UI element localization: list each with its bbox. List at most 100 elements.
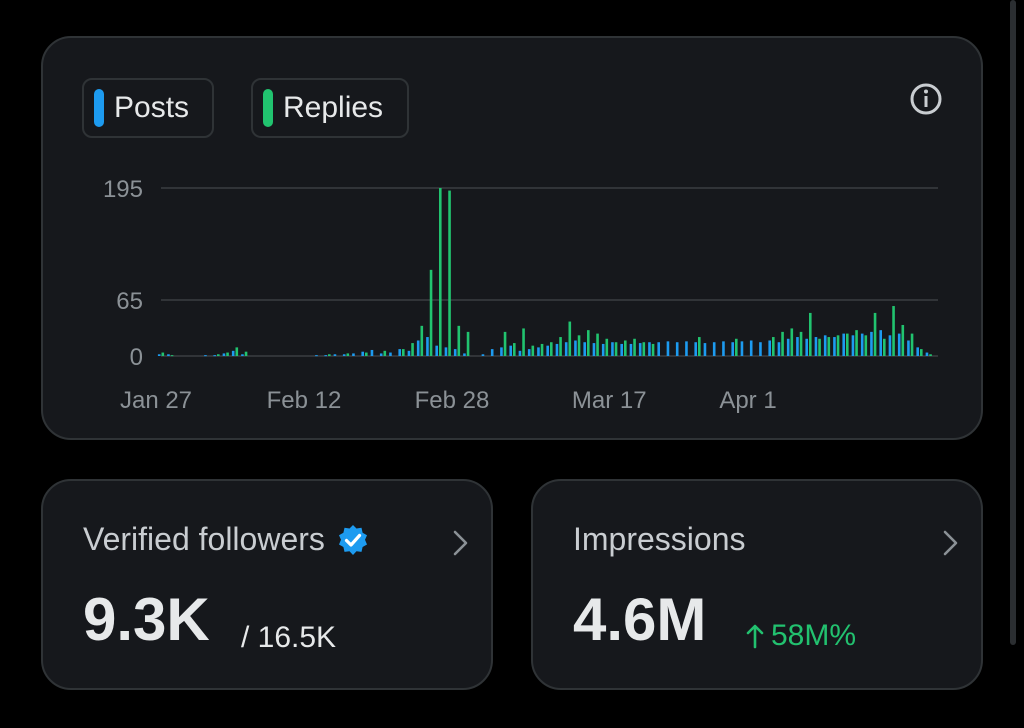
bar-replies — [883, 338, 886, 356]
bar-replies — [929, 354, 932, 356]
bar-posts — [657, 342, 660, 356]
bar-posts — [740, 341, 744, 356]
bar-replies — [226, 352, 229, 356]
bar-replies — [772, 337, 775, 356]
bar-posts — [463, 353, 466, 356]
bar-posts — [398, 349, 401, 356]
bar-posts — [490, 349, 494, 356]
bar-posts — [426, 337, 429, 356]
bar-posts — [546, 345, 549, 356]
bar-replies — [605, 338, 609, 356]
bar-posts — [712, 342, 716, 356]
bar-posts — [527, 349, 531, 356]
bar-posts — [241, 354, 244, 356]
bar-replies — [614, 342, 618, 356]
bar-posts — [537, 347, 540, 356]
verified-followers-label: Verified followers — [83, 521, 325, 557]
bar-replies — [781, 331, 784, 356]
bar-replies — [596, 333, 599, 356]
bar-posts — [444, 347, 448, 356]
bar-posts — [768, 340, 771, 356]
bar-posts — [897, 333, 901, 356]
replies-color-swatch — [263, 89, 273, 127]
bar-replies — [910, 333, 914, 356]
bar-replies — [790, 328, 794, 356]
bar-replies — [587, 330, 590, 356]
bar-posts — [231, 350, 235, 356]
bar-posts — [324, 355, 327, 357]
bar-posts — [204, 355, 207, 357]
legend-replies-label: Replies — [283, 91, 384, 124]
impressions-label-row: Impressions — [573, 521, 746, 558]
bar-posts — [416, 340, 420, 356]
bar-posts — [814, 337, 818, 356]
bar-posts — [685, 341, 688, 356]
posts-color-swatch — [94, 89, 104, 127]
legend-replies-toggle[interactable]: Replies — [251, 78, 409, 138]
bar-replies — [920, 349, 923, 356]
x-tick-label: Apr 1 — [719, 387, 776, 414]
bar-posts — [860, 333, 864, 356]
bar-replies — [244, 351, 248, 356]
bar-posts — [833, 337, 836, 356]
bar-posts — [722, 341, 725, 356]
bar-replies — [809, 312, 812, 356]
bar-posts — [611, 342, 614, 356]
bar-replies — [170, 355, 174, 357]
verified-badge-icon — [338, 524, 367, 555]
y-tick-label: 195 — [103, 176, 143, 203]
bar-replies — [235, 347, 239, 356]
arrow-up-icon — [746, 624, 764, 649]
bar-posts — [675, 342, 679, 356]
bar-replies — [827, 337, 831, 356]
bar-replies — [864, 335, 868, 356]
verified-followers-card[interactable]: Verified followers 9.3K / 16.5K — [41, 479, 493, 690]
bar-replies — [901, 324, 905, 356]
bar-posts — [583, 342, 586, 356]
bar-posts — [481, 354, 485, 356]
posts-replies-chart-card: Posts Replies 0 65 195 Jan 27 Feb 12 Feb 28 Ma… — [41, 36, 983, 440]
bar-replies — [855, 330, 858, 356]
bar-replies — [402, 349, 405, 356]
bar-posts — [370, 349, 374, 356]
bar-replies — [383, 350, 387, 356]
bar-replies — [559, 337, 562, 356]
bar-posts — [694, 342, 697, 356]
bar-posts — [222, 353, 226, 356]
y-tick-label: 0 — [130, 344, 143, 371]
chevron-right-icon — [453, 530, 468, 556]
bar-replies — [161, 352, 165, 356]
bar-posts — [342, 354, 346, 356]
bar-replies — [328, 354, 331, 356]
bar-posts — [786, 338, 790, 356]
bar-posts — [564, 342, 568, 356]
x-tick-label: Feb 28 — [415, 387, 490, 414]
bar-replies — [420, 325, 424, 356]
verified-followers-value: 9.3K — [83, 586, 210, 653]
bar-posts — [629, 343, 633, 356]
info-icon[interactable] — [909, 82, 943, 116]
legend-posts-label: Posts — [114, 91, 190, 124]
bar-posts — [592, 343, 596, 356]
bar-posts — [796, 337, 799, 356]
bar-posts — [907, 340, 910, 356]
bar-posts — [379, 353, 383, 356]
bar-replies — [411, 343, 414, 356]
x-tick-label: Mar 17 — [572, 387, 647, 414]
bar-posts — [666, 341, 670, 356]
bar-posts — [157, 354, 161, 356]
impressions-value: 4.6M — [573, 586, 707, 653]
bar-replies — [873, 312, 877, 356]
bar-posts — [352, 353, 355, 356]
bar-posts — [925, 352, 929, 356]
bar-replies — [513, 343, 516, 356]
bar-replies — [846, 333, 849, 356]
scrollbar[interactable] — [1010, 0, 1016, 645]
bar-replies — [503, 331, 507, 356]
bar-replies — [642, 342, 646, 356]
impressions-change-value: 58M% — [771, 619, 857, 652]
impressions-card[interactable]: Impressions 4.6M 58M% — [531, 479, 983, 690]
bar-posts — [500, 347, 503, 356]
bar-posts — [407, 350, 411, 356]
legend-posts-toggle[interactable]: Posts — [82, 78, 214, 138]
